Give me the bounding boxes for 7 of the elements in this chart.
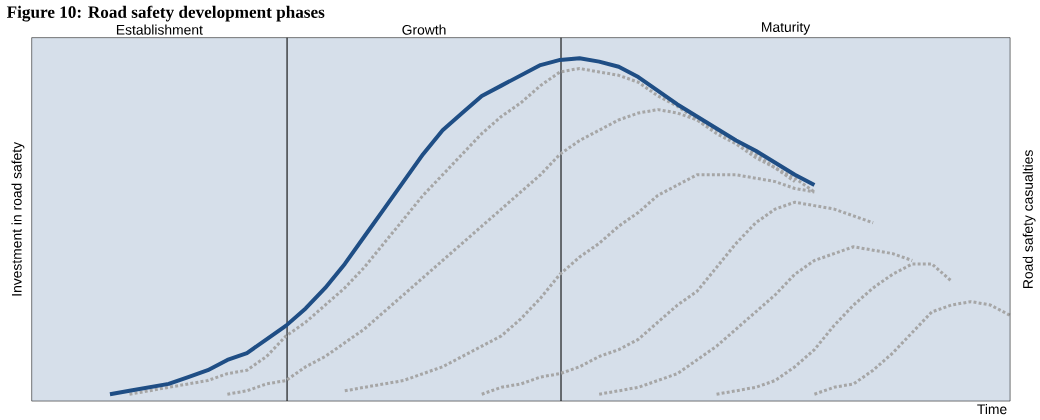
x-axis-title: Time bbox=[977, 404, 1007, 415]
text: Establishment bbox=[116, 24, 203, 35]
y-axis-title: Investment in road safety bbox=[11, 142, 25, 296]
text: Maturity bbox=[762, 21, 811, 35]
y2-axis-title: Road safety casualties bbox=[1022, 150, 1036, 289]
text: Growth bbox=[402, 24, 446, 35]
chart-title: Figure 10: Road safety development phases bbox=[6, 5, 325, 22]
